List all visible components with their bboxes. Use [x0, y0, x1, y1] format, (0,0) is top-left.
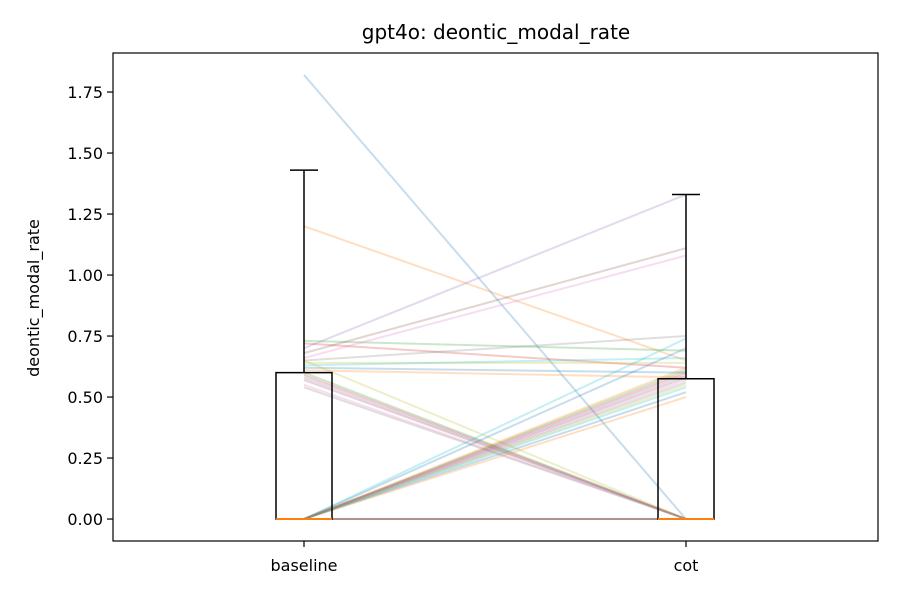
- pair-line: [303, 374, 687, 520]
- pair-line: [303, 381, 687, 520]
- pair-line: [303, 254, 687, 359]
- chart-title: gpt4o: deontic_modal_rate: [362, 20, 630, 44]
- pair-line: [303, 359, 687, 520]
- pair-line: [303, 374, 687, 520]
- box-body: [657, 377, 715, 520]
- pair-line: [303, 379, 687, 520]
- pair-line: [303, 335, 687, 362]
- pair-line: [303, 366, 687, 374]
- pair-line: [303, 369, 687, 379]
- y-tick-label: 0.50: [67, 388, 103, 407]
- pair-line: [303, 347, 687, 520]
- y-tick-label: 1.50: [67, 144, 103, 163]
- box-plots: [275, 169, 715, 521]
- y-axis-ticks: 0.00 0.25 0.50 0.75 1.00 1.25 1.50 1.75: [67, 83, 113, 529]
- pair-line: [303, 193, 687, 350]
- y-tick-label: 0.00: [67, 510, 103, 529]
- pair-line: [303, 339, 687, 352]
- pair-line: [303, 383, 687, 520]
- pair-line: [303, 376, 687, 520]
- pair-line: [303, 396, 687, 520]
- pair-line: [303, 383, 687, 520]
- x-tick-label: baseline: [270, 556, 337, 575]
- pair-line: [303, 386, 687, 520]
- pair-line: [303, 379, 687, 520]
- y-tick-label: 1.00: [67, 266, 103, 285]
- pair-lines: [303, 74, 687, 521]
- y-tick-label: 1.75: [67, 83, 103, 102]
- pair-line: [303, 371, 687, 520]
- pair-line: [303, 369, 687, 520]
- y-tick-label: 0.75: [67, 327, 103, 346]
- pair-line: [303, 366, 687, 520]
- y-axis-label: deontic_modal_rate: [24, 219, 44, 377]
- pair-line: [303, 247, 687, 355]
- pair-line: [303, 386, 687, 520]
- x-tick-label: cot: [674, 556, 699, 575]
- pair-line: [303, 225, 687, 362]
- pair-line: [303, 357, 687, 367]
- y-tick-label: 0.25: [67, 449, 103, 468]
- pair-line: [303, 376, 687, 520]
- pair-line: [303, 371, 687, 520]
- y-tick-label: 1.25: [67, 205, 103, 224]
- pair-line: [303, 391, 687, 520]
- pair-line: [303, 342, 687, 369]
- pair-line: [303, 74, 687, 520]
- plot-frame: [112, 52, 879, 542]
- x-axis-ticks: baseline cot: [270, 541, 698, 575]
- pair-line: [303, 337, 687, 520]
